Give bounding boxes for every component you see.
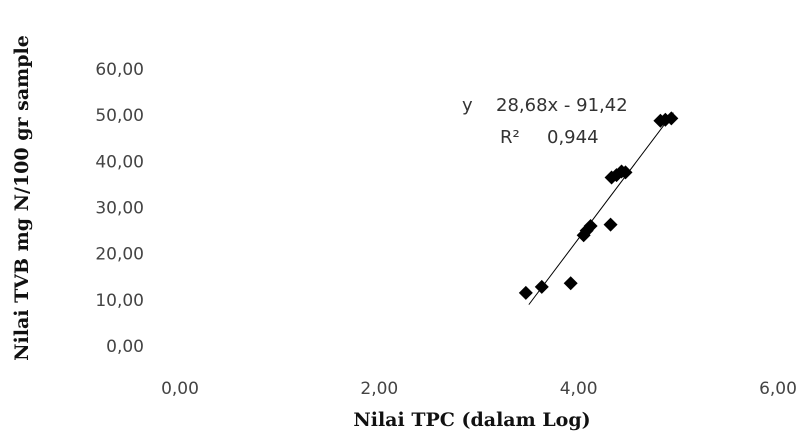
linear-trendline	[528, 112, 674, 305]
y-tick-label: 50,00	[95, 106, 144, 126]
r-squared-label: R²	[500, 127, 520, 148]
y-tick-labels: 0,00 10,00 20,00 30,00 40,00 50,00 60,00	[95, 60, 144, 357]
y-tick-label: 10,00	[95, 291, 144, 311]
x-tick-label: 6,00	[759, 379, 797, 399]
y-tick-label: 20,00	[95, 245, 144, 265]
data-point	[664, 111, 679, 126]
data-point	[534, 279, 549, 294]
equation-prefix: y	[462, 95, 473, 116]
regression-equation: 28,68x - 91,42	[496, 95, 628, 116]
x-tick-label: 4,00	[560, 379, 598, 399]
y-axis-title: Nilai TVB mg N/100 gr sample	[11, 35, 33, 361]
data-point	[563, 276, 578, 291]
y-tick-label: 60,00	[95, 60, 144, 80]
data-point	[518, 285, 533, 300]
data-point	[583, 218, 598, 233]
r-squared-value: 0,944	[547, 127, 599, 148]
y-tick-label: 0,00	[106, 337, 144, 357]
y-tick-label: 40,00	[95, 152, 144, 172]
x-tick-labels: 0,00 2,00 4,00 6,00	[161, 379, 797, 399]
data-point	[603, 217, 618, 232]
data-point	[618, 165, 633, 180]
x-axis-title: Nilai TPC (dalam Log)	[353, 409, 590, 431]
data-points	[518, 111, 679, 300]
trendline-layer	[528, 112, 674, 305]
x-tick-label: 2,00	[360, 379, 398, 399]
x-tick-label: 0,00	[161, 379, 199, 399]
y-tick-label: 30,00	[95, 199, 144, 219]
